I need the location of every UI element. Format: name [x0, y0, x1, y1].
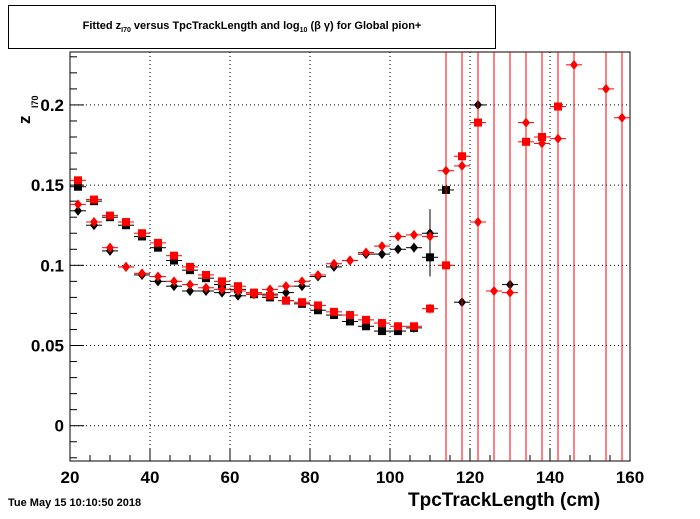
data-point-square [394, 322, 402, 331]
data-point-square [362, 315, 370, 324]
data-point-diamond [442, 165, 450, 176]
data-point-diamond [362, 247, 370, 258]
data-point-diamond [346, 255, 354, 266]
data-point-square [314, 301, 322, 310]
data-point-diamond [458, 160, 466, 171]
data-point-diamond [170, 276, 178, 287]
y-axis-label-sub: I70 [30, 95, 40, 108]
data-point-diamond [506, 287, 514, 298]
data-point-diamond [570, 59, 578, 70]
data-point-square [186, 262, 194, 271]
data-point-square [154, 238, 162, 247]
data-point-diamond [282, 287, 290, 298]
y-tick-label: 0.15 [31, 176, 64, 195]
x-tick-label: 100 [376, 468, 404, 487]
data-point-diamond [122, 261, 130, 272]
data-point-diamond [298, 276, 306, 287]
data-point-square [74, 182, 82, 191]
data-point-square [426, 304, 434, 313]
data-point-diamond [394, 231, 402, 242]
y-tick-label: 0 [55, 417, 64, 436]
x-tick-label: 120 [456, 468, 484, 487]
data-point-diamond [394, 244, 402, 255]
data-point-diamond [266, 284, 274, 295]
x-axis-label: TpcTrackLength (cm) [408, 490, 601, 511]
data-point-diamond [138, 268, 146, 279]
data-point-diamond [378, 249, 386, 260]
timestamp: Tue May 15 10:10:50 2018 [8, 497, 142, 509]
title-prefix: Fitted z [82, 20, 122, 32]
title-sub-i70: I70 [121, 27, 131, 35]
data-point-diamond [378, 241, 386, 252]
data-point-square [202, 270, 210, 279]
data-point-square [330, 307, 338, 316]
x-tick-label: 160 [616, 468, 644, 487]
y-tick-label: 0.05 [31, 337, 64, 356]
title-suffix: (β γ) for Global pion+ [307, 20, 422, 32]
x-tick-label: 40 [141, 468, 160, 487]
data-point-square [314, 306, 322, 315]
data-point-square [346, 311, 354, 320]
data-point-square [282, 296, 290, 305]
x-tick-label: 80 [301, 468, 320, 487]
data-point-diamond [426, 231, 434, 242]
data-point-square [298, 298, 306, 307]
title-middle: versus TpcTrackLength and log [130, 20, 300, 32]
data-point-diamond [490, 285, 498, 296]
data-point-diamond [474, 217, 482, 228]
y-tick-label: 0.2 [40, 96, 64, 115]
data-point-diamond [282, 281, 290, 292]
chart-title-box: Fitted zI70 versus TpcTrackLength and lo… [8, 5, 496, 49]
data-point-square [154, 243, 162, 252]
data-point-square [170, 251, 178, 260]
data-point-square [362, 322, 370, 331]
y-axis-label: z I70 [12, 58, 40, 124]
data-point-diamond [538, 138, 546, 149]
x-tick-label: 140 [536, 468, 564, 487]
data-point-square [74, 176, 82, 185]
data-point-diamond [618, 112, 626, 123]
data-point-diamond [74, 199, 82, 210]
x-tick-label: 60 [221, 468, 240, 487]
data-point-square [170, 256, 178, 265]
data-point-diamond [410, 242, 418, 253]
data-point-diamond [330, 258, 338, 269]
y-axis-label-main: z [15, 115, 34, 125]
data-point-diamond [90, 217, 98, 228]
data-point-diamond [554, 133, 562, 144]
data-point-square [410, 322, 418, 331]
data-point-square [266, 291, 274, 300]
data-point-diamond [250, 289, 258, 300]
data-point-square [122, 218, 130, 227]
data-point-diamond [186, 285, 194, 296]
data-point-square [378, 327, 386, 336]
data-point-square [106, 211, 114, 220]
data-point-diamond [202, 282, 210, 293]
chart-title: Fitted zI70 versus TpcTrackLength and lo… [9, 20, 495, 34]
data-point-diamond [234, 285, 242, 296]
data-point-diamond [154, 271, 162, 282]
data-point-square [90, 195, 98, 204]
data-point-diamond [186, 279, 194, 290]
data-point-diamond [410, 229, 418, 240]
title-sub-10: 10 [299, 27, 308, 35]
data-point-diamond [314, 269, 322, 280]
data-point-square [138, 229, 146, 238]
y-tick-label: 0.1 [40, 256, 64, 275]
data-point-diamond [106, 242, 114, 253]
data-point-square [346, 317, 354, 326]
data-point-square [218, 277, 226, 286]
data-point-diamond [218, 284, 226, 295]
data-point-diamond [522, 117, 530, 128]
x-tick-label: 20 [61, 468, 80, 487]
data-point-diamond [74, 205, 82, 216]
data-point-diamond [602, 83, 610, 94]
data-point-square [378, 319, 386, 328]
data-point-square [394, 327, 402, 336]
